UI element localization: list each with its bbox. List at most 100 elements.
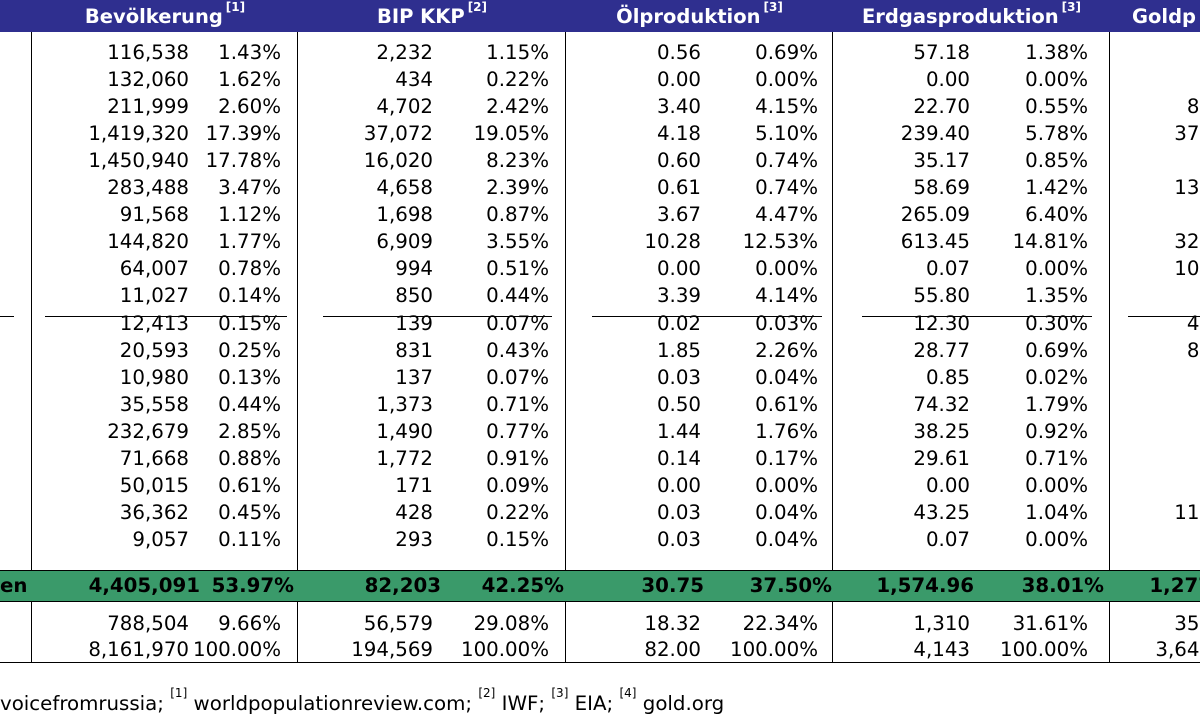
- table-cell: 1.76%: [755, 420, 818, 443]
- table-cell: 434: [395, 68, 433, 91]
- table-cell: 831: [395, 339, 433, 362]
- table-cell: 0.03: [656, 528, 701, 551]
- table-cell: 58.69: [913, 176, 970, 199]
- table-cell: 0.03%: [755, 312, 818, 335]
- column-header-label: Ölproduktion: [616, 5, 761, 28]
- table-cell: 171: [395, 474, 433, 497]
- table-cell: 0.61%: [755, 393, 818, 416]
- table-cell: 0.56: [656, 41, 701, 64]
- table-cell: 0.00: [656, 257, 701, 280]
- table-cell: 1.42%: [1025, 176, 1088, 199]
- table-cell: 91,568: [119, 203, 189, 226]
- table-cell: 0.77%: [486, 420, 549, 443]
- table-cell: 2.85%: [218, 420, 281, 443]
- table-cell: 4.15%: [755, 95, 818, 118]
- table-cell: 86: [1186, 339, 1200, 362]
- column-header-ref: [3]: [1061, 0, 1081, 14]
- footnote-source: voicefromrussia;: [0, 692, 171, 715]
- table-cell: 55.80: [913, 284, 970, 307]
- table-cell: 0.03: [656, 501, 701, 524]
- total-cell: 30.75: [641, 574, 704, 597]
- table-cell: 239.40: [900, 122, 970, 145]
- table-cell: 850: [395, 284, 433, 307]
- table-cell: 16,020: [363, 149, 433, 172]
- table-cell: 0.15%: [486, 528, 549, 551]
- table-cell: 64,007: [119, 257, 189, 280]
- table-cell: 3.47%: [218, 176, 281, 199]
- table-cell: 0.07: [925, 257, 970, 280]
- table-cell: 35.17: [913, 149, 970, 172]
- table-cell: 3.67: [656, 203, 701, 226]
- column-divider: [832, 32, 833, 662]
- table-cell: 2.39%: [486, 176, 549, 199]
- table-cell: 0.55%: [1025, 95, 1088, 118]
- table-cell: 0.00%: [1025, 68, 1088, 91]
- group-separator: [323, 316, 552, 317]
- table-cell: 5.78%: [1025, 122, 1088, 145]
- table-cell: 0.30%: [1025, 312, 1088, 335]
- table-cell: 0.11%: [218, 528, 281, 551]
- table-cell: 71,668: [119, 447, 189, 470]
- table-cell: 14.81%: [1012, 230, 1088, 253]
- table-cell: 0.88%: [218, 447, 281, 470]
- table-cell: 283,488: [107, 176, 189, 199]
- table-cell: 1.12%: [218, 203, 281, 226]
- table-cell: 2,232: [376, 41, 433, 64]
- total-cell: 53.97%: [211, 574, 294, 597]
- table-cell: 4.47%: [755, 203, 818, 226]
- table-cell: 0.61%: [218, 474, 281, 497]
- table-cell: 3.39: [656, 284, 701, 307]
- total-cell: 4,405,091: [88, 574, 200, 597]
- table-cell: 43.25: [913, 501, 970, 524]
- table-cell: 0.07%: [486, 366, 549, 389]
- table-cell: 9.66%: [218, 612, 281, 635]
- table-cell: 100.00%: [729, 638, 818, 661]
- table-cell: 0.00%: [755, 474, 818, 497]
- column-header: Ölproduktion [3]: [566, 0, 833, 32]
- table-cell: 56,579: [363, 612, 433, 635]
- table-cell: 74.32: [913, 393, 970, 416]
- table-cell: 20,593: [119, 339, 189, 362]
- table-cell: 1,373: [376, 393, 433, 416]
- table-cell: 211,999: [107, 95, 189, 118]
- table-cell: 1.44: [656, 420, 701, 443]
- column-header-label: BIP KKP: [376, 5, 465, 28]
- column-header-ref: [1]: [225, 0, 246, 14]
- column-header: Goldp: [1110, 0, 1200, 32]
- table-cell: 28.77: [913, 339, 970, 362]
- table-cell: 12.30: [913, 312, 970, 335]
- table-cell: 82.00: [644, 638, 701, 661]
- footnote-source: gold.org: [636, 692, 725, 715]
- column-divider: [1109, 32, 1110, 662]
- total-cell: 1,574.96: [876, 574, 974, 597]
- table-cell: 1,698: [376, 203, 433, 226]
- table-cell: 0.69%: [1025, 339, 1088, 362]
- table-cell: 321: [1174, 230, 1200, 253]
- table-cell: 0.00: [656, 68, 701, 91]
- table-cell: 232,679: [107, 420, 189, 443]
- group-separator: [1128, 316, 1200, 317]
- table-cell: 0.00: [925, 68, 970, 91]
- table-cell: 0.00%: [1025, 528, 1088, 551]
- table-cell: 1.77%: [218, 230, 281, 253]
- table-cell: 788,504: [107, 612, 189, 635]
- column-divider: [565, 32, 566, 662]
- table-cell: 0.60: [656, 149, 701, 172]
- table-cell: 0.61: [656, 176, 701, 199]
- table-cell: 0.02: [656, 312, 701, 335]
- table-cell: 0.85%: [1025, 149, 1088, 172]
- column-divider: [31, 32, 32, 662]
- table-cell: 0.00%: [1025, 257, 1088, 280]
- table-cell: 0.78%: [218, 257, 281, 280]
- column-header-label: Erdgasproduktion: [861, 5, 1059, 28]
- table-cell: 0.25%: [218, 339, 281, 362]
- table-cell: 0.69%: [755, 41, 818, 64]
- table-cell: 2.60%: [218, 95, 281, 118]
- table-cell: 0.00%: [755, 68, 818, 91]
- footnote-source: EIA;: [568, 692, 620, 715]
- table-cell: 50,015: [119, 474, 189, 497]
- table-cell: 0.44%: [218, 393, 281, 416]
- table-cell: 119: [1174, 501, 1200, 524]
- table-cell: 378: [1174, 122, 1200, 145]
- total-row: en 4,405,091 53.97% 82,203 42.25% 30.75 37.50%…: [0, 570, 1200, 602]
